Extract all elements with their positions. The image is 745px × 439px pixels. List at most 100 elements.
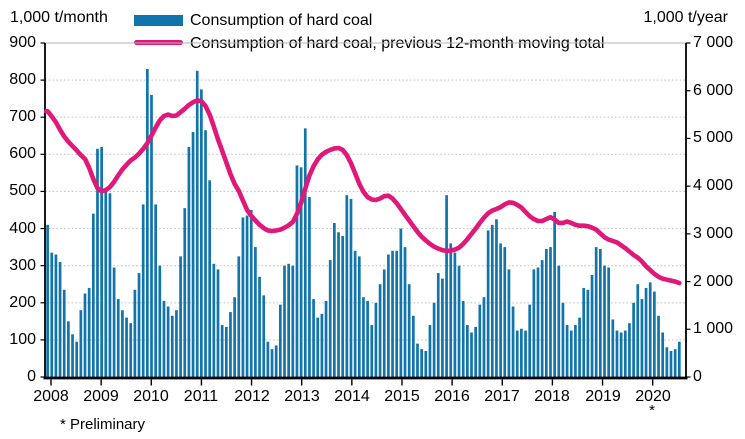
- x-axis-year-label: 2014: [334, 388, 370, 405]
- bar-month: [254, 247, 257, 377]
- bar-month: [141, 204, 145, 377]
- bar-month: [112, 267, 116, 377]
- bar-month: [561, 302, 565, 377]
- bar-month: [216, 269, 220, 377]
- bar-month: [482, 297, 486, 377]
- bar-month: [224, 326, 228, 377]
- x-axis-year-label: 2019: [585, 388, 621, 405]
- bar-month: [565, 325, 569, 377]
- bar-month: [258, 276, 261, 377]
- x-axis-year-label: 2012: [234, 388, 270, 405]
- bar-month: [594, 247, 598, 377]
- preliminary-footnote: * Preliminary: [60, 416, 146, 433]
- bar-month: [657, 315, 660, 377]
- bar-month: [669, 351, 673, 377]
- bar-month: [183, 208, 187, 377]
- right-axis-label: 3 000: [693, 225, 734, 242]
- bar-month: [324, 300, 328, 377]
- bar-month: [457, 265, 461, 377]
- left-axis-label: 700: [9, 108, 36, 125]
- bar-month: [241, 217, 245, 377]
- bar-month: [424, 351, 428, 377]
- bar-month: [357, 256, 361, 377]
- bar-month: [416, 343, 419, 377]
- bar-month: [303, 128, 307, 377]
- bar-month: [237, 256, 241, 377]
- bar-month: [495, 219, 498, 377]
- bar-month: [200, 89, 203, 377]
- x-axis-year-label: 2009: [83, 388, 119, 405]
- bar-month: [83, 293, 87, 377]
- bar-month: [520, 328, 523, 377]
- x-axis-year-label: 2018: [534, 388, 570, 405]
- bar-month: [96, 148, 99, 377]
- x-axis-year-label: 2011: [183, 388, 219, 405]
- bar-month: [54, 254, 58, 377]
- bar-month: [569, 330, 573, 377]
- bar-month: [270, 349, 274, 377]
- moving-total-line: [43, 98, 682, 286]
- bar-month: [382, 269, 386, 377]
- bar-month: [515, 330, 519, 377]
- bar-month: [320, 313, 324, 377]
- bar-month: [478, 304, 482, 377]
- preliminary-asterisk-2020: *: [649, 402, 655, 419]
- bar-month: [378, 284, 382, 377]
- bar-month: [511, 306, 515, 377]
- bar-month: [499, 243, 502, 377]
- bar-month: [399, 228, 403, 377]
- bar-month: [549, 247, 552, 377]
- x-axis-year-label: 2010: [133, 388, 169, 405]
- bar-month: [154, 204, 158, 377]
- right-axis-label: 1 000: [693, 320, 734, 337]
- bar-month: [632, 302, 635, 377]
- bar-month: [640, 299, 644, 377]
- left-axis-label: 900: [9, 34, 36, 51]
- bar-month: [46, 224, 49, 377]
- bar-month: [150, 94, 153, 378]
- bar-month: [453, 252, 457, 377]
- x-axis-year-label: 2016: [434, 388, 470, 405]
- bar-month: [220, 325, 224, 377]
- bar-month: [366, 300, 369, 377]
- bar-month: [62, 289, 66, 377]
- x-axis-year-label: 2008: [33, 388, 69, 405]
- bar-month: [661, 332, 665, 377]
- bar-month: [407, 284, 411, 377]
- bar-month: [528, 304, 532, 377]
- x-axis-year-label: 2017: [484, 388, 520, 405]
- legend-label-bars: Consumption of hard coal: [190, 12, 373, 29]
- bar-month: [278, 304, 282, 377]
- bar-month: [441, 278, 444, 377]
- bar-month: [466, 325, 469, 377]
- bar-month: [162, 300, 166, 377]
- bar-month: [308, 197, 311, 377]
- right-axis-title: 1,000 t/year: [643, 9, 729, 26]
- bar-month: [636, 284, 640, 377]
- bar-month: [295, 165, 299, 377]
- left-axis-label: 0: [27, 368, 36, 385]
- bar-month: [312, 299, 315, 377]
- left-axis-label: 800: [9, 71, 36, 88]
- bar-month: [137, 273, 141, 377]
- bar-month: [574, 325, 577, 377]
- bar-month: [553, 211, 556, 377]
- bar-month: [50, 252, 54, 377]
- bar-month: [191, 132, 195, 377]
- bar-month: [607, 267, 611, 377]
- bar-month: [436, 273, 440, 377]
- bar-month: [623, 330, 627, 377]
- bar-month: [179, 256, 182, 377]
- right-axis-label: 5 000: [693, 129, 734, 146]
- x-axis-year-label: 2020: [635, 388, 671, 405]
- bar-month: [266, 341, 270, 377]
- bar-month: [341, 235, 345, 377]
- bar-month: [557, 265, 561, 377]
- bar-month: [158, 265, 162, 377]
- bar-month: [653, 291, 656, 377]
- bar-month: [536, 267, 540, 377]
- left-axis-title: 1,000 t/month: [10, 9, 108, 26]
- bar-month: [170, 315, 174, 377]
- bar-month: [428, 325, 432, 377]
